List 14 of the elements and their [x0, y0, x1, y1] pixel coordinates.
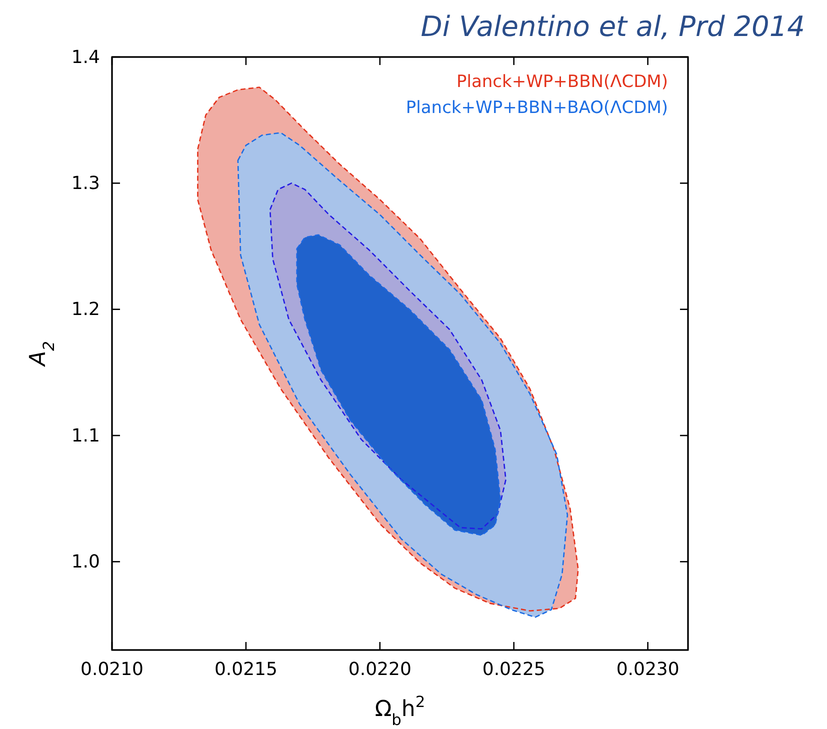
- y-tick-label: 1.4: [71, 46, 100, 68]
- y-tick-label: 1.2: [71, 299, 100, 320]
- y-tick-label: 1.3: [71, 172, 100, 194]
- x-tick-label: 0.0225: [482, 658, 546, 680]
- x-tick-label: 0.0215: [214, 658, 278, 680]
- y-tick-label: 1.0: [71, 551, 100, 572]
- text: Planck+WP+BBN(ΛCDM): [456, 72, 668, 92]
- y-tick-label: 1.1: [71, 425, 100, 446]
- x-tick-label: 0.0230: [616, 658, 680, 680]
- x-tick-label: 0.0210: [80, 658, 144, 680]
- x-tick-label: 0.0220: [348, 658, 412, 680]
- x-axis-title: Ω$_{b}$h$^{2}$: [374, 693, 426, 729]
- text: Di Valentino et al, Prd 2014: [420, 10, 805, 43]
- text: Planck+WP+BBN+BAO(ΛCDM): [406, 98, 668, 118]
